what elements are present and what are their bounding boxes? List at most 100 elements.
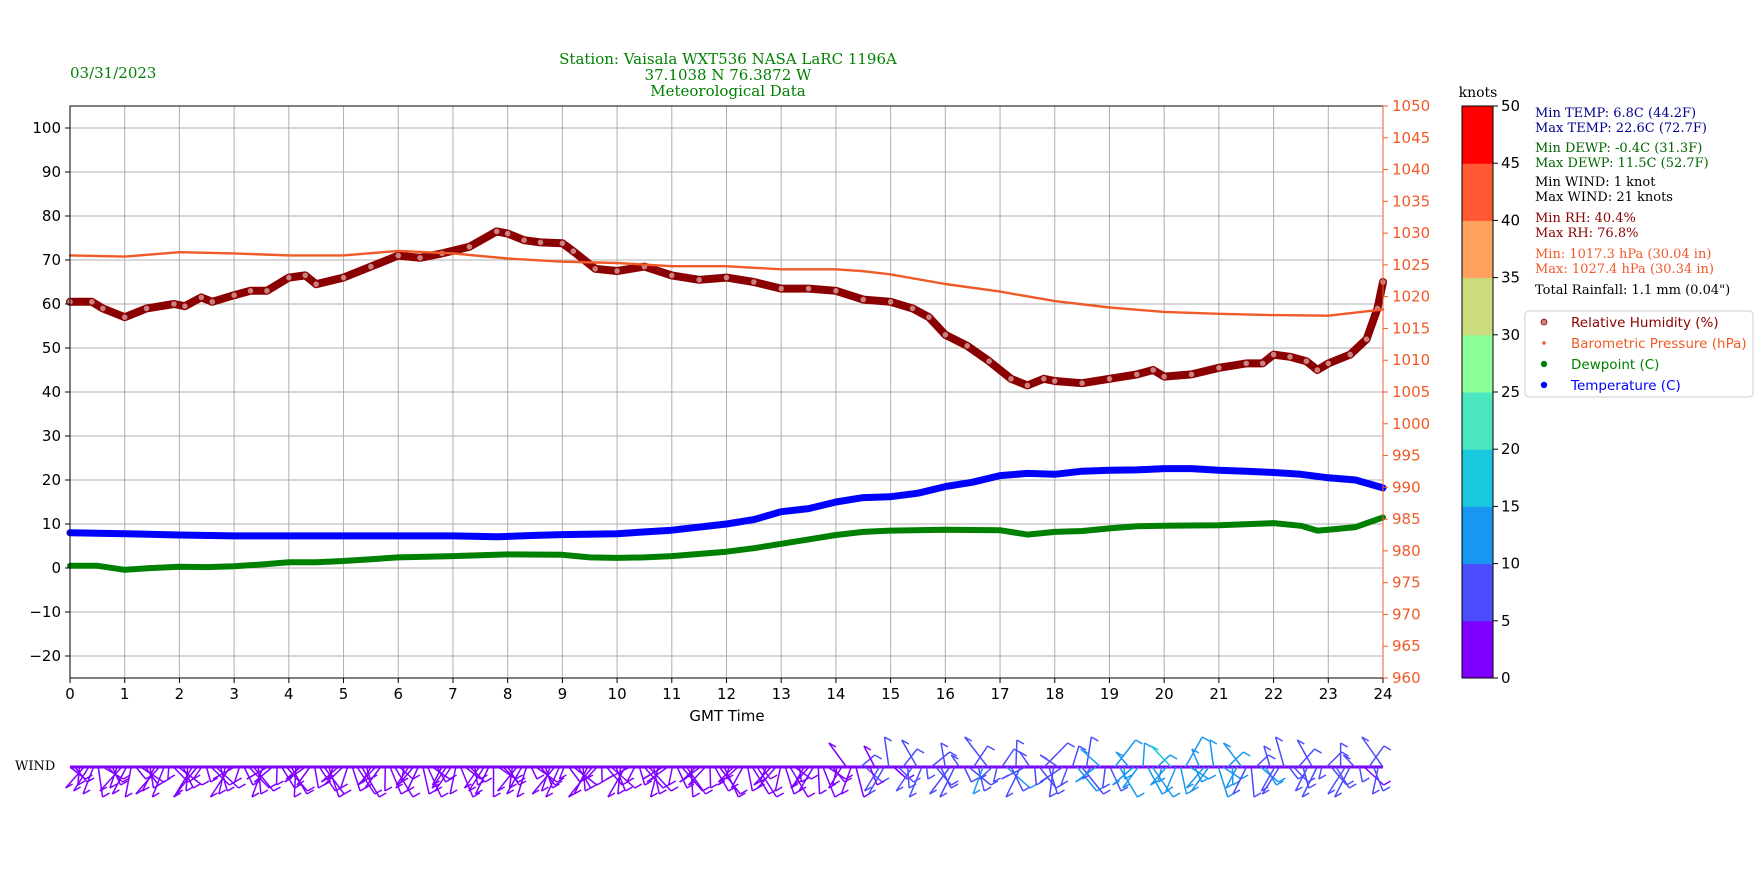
wind-barb (545, 766, 561, 798)
y-left-tick-label: 20 (42, 471, 61, 489)
stat-line: Total Rainfall: 1.1 mm (0.04") (1535, 283, 1730, 298)
wind-barb-flag (1169, 754, 1178, 760)
wind-barb (1342, 754, 1356, 768)
wind-barb (939, 766, 956, 798)
wind-barb (99, 766, 123, 792)
rh-point (246, 287, 255, 295)
wind-barb (1043, 742, 1069, 768)
wind-barb-flag (644, 780, 653, 786)
wind-barb (1288, 766, 1299, 780)
stat-line: Min RH: 40.4% (1535, 211, 1636, 226)
y-right-tick-label: 1050 (1392, 97, 1430, 115)
y-right-tick-label: 960 (1392, 669, 1421, 687)
wind-barb (828, 742, 848, 768)
wind-barb-flag (634, 783, 643, 789)
rh-point (1259, 359, 1267, 367)
wind-barb (568, 766, 581, 783)
wind-barb-flag (472, 792, 481, 798)
wind-barb (167, 766, 170, 780)
wind-barb (1179, 766, 1188, 795)
wind-barb (1335, 766, 1350, 789)
wind-barb-flag (688, 780, 696, 786)
stat-line: Min DEWP: -0.4C (31.3F) (1535, 141, 1702, 156)
wind-barb (1150, 766, 1168, 786)
y-right-tick-label: 990 (1392, 478, 1421, 496)
wind-barb-flag (73, 786, 81, 792)
wind-barb-flag (1001, 774, 1009, 780)
wind-barb-flag (692, 792, 701, 798)
wind-barb (626, 766, 636, 783)
wind-barb-flag (340, 783, 349, 789)
wind-barb (638, 766, 646, 786)
wind-barb-flag (99, 786, 108, 792)
wind-barb-flag (625, 786, 633, 792)
y-right-tick-label: 970 (1392, 605, 1421, 623)
y-left-tick-label: 30 (42, 427, 61, 445)
wind-barb-flag (1278, 777, 1286, 783)
wind-barb (431, 766, 448, 789)
stat-line: Min: 1017.3 hPa (30.04 in) (1535, 247, 1711, 262)
wind-barb (817, 766, 821, 795)
wind-barb (667, 766, 674, 786)
legend-label-temperature: Temperature (C) (1570, 378, 1681, 394)
y-left-tick-label: 90 (42, 163, 61, 181)
wind-barb (173, 766, 198, 798)
x-tick-label: 21 (1209, 685, 1228, 703)
wind-barb (992, 766, 998, 783)
wind-barb (1019, 751, 1031, 768)
wind-barb (939, 766, 952, 789)
wind-barb-flag (212, 774, 221, 780)
stat-line: Min TEMP: 6.8C (44.2F) (1535, 106, 1696, 121)
wind-barb (831, 766, 846, 783)
wind-barb-flag (541, 786, 549, 792)
wind-barb-flag (338, 792, 347, 798)
x-tick-label: 1 (120, 685, 130, 703)
x-axis-label: GMT Time (689, 707, 764, 725)
wind-barb-flag (895, 786, 904, 792)
wind-barb (135, 766, 147, 780)
y-right-tick-label: 1000 (1392, 415, 1430, 433)
wind-barb (1085, 736, 1093, 768)
rh-point (859, 295, 867, 304)
colorbar-tick-label: 10 (1501, 555, 1520, 573)
wind-barb (1209, 739, 1215, 768)
rh-point (170, 300, 178, 308)
wind-barb (687, 766, 706, 786)
wind-barb-flag (218, 789, 227, 795)
wind-barb-flag (990, 780, 999, 786)
wind-barb-flag (650, 792, 658, 798)
wind-barb-flag (757, 783, 766, 789)
wind-barb-flag (445, 777, 453, 783)
wind-barb-flag (497, 786, 505, 792)
colorbar-segment (1462, 334, 1493, 393)
wind-barb-flag (828, 742, 837, 748)
y-left-tick-label: 10 (42, 515, 61, 533)
wind-barb-flag (1019, 751, 1028, 757)
wind-barb (530, 766, 538, 780)
wind-barb (940, 742, 947, 768)
wind-barb-flag (406, 786, 415, 792)
wind-barb (431, 766, 443, 786)
wind-barb-flag (1022, 786, 1031, 792)
x-tick-label: 9 (558, 685, 568, 703)
wind-barb-flag (82, 789, 91, 795)
wind-barb-flag (151, 792, 160, 798)
wind-barb-flag (970, 777, 979, 783)
wind-barb (790, 766, 810, 789)
wind-barb-flag (260, 789, 269, 795)
wind-barb-flag (468, 786, 477, 792)
wind-barb-flag (793, 780, 802, 786)
wind-barb (323, 766, 344, 786)
y-right-tick-label: 995 (1392, 447, 1421, 465)
wind-barb (676, 766, 688, 789)
wind-barb-flag (1263, 745, 1272, 751)
rh-point (963, 342, 971, 350)
x-tick-label: 23 (1319, 685, 1338, 703)
wind-barb-flag (515, 774, 524, 780)
rh-point (1286, 353, 1294, 361)
rh-point (142, 304, 151, 312)
wind-barb-flag (1201, 736, 1210, 742)
rh-point (1160, 372, 1168, 381)
colorbar-tick-label: 50 (1501, 97, 1520, 115)
wind-barb (1372, 766, 1384, 792)
